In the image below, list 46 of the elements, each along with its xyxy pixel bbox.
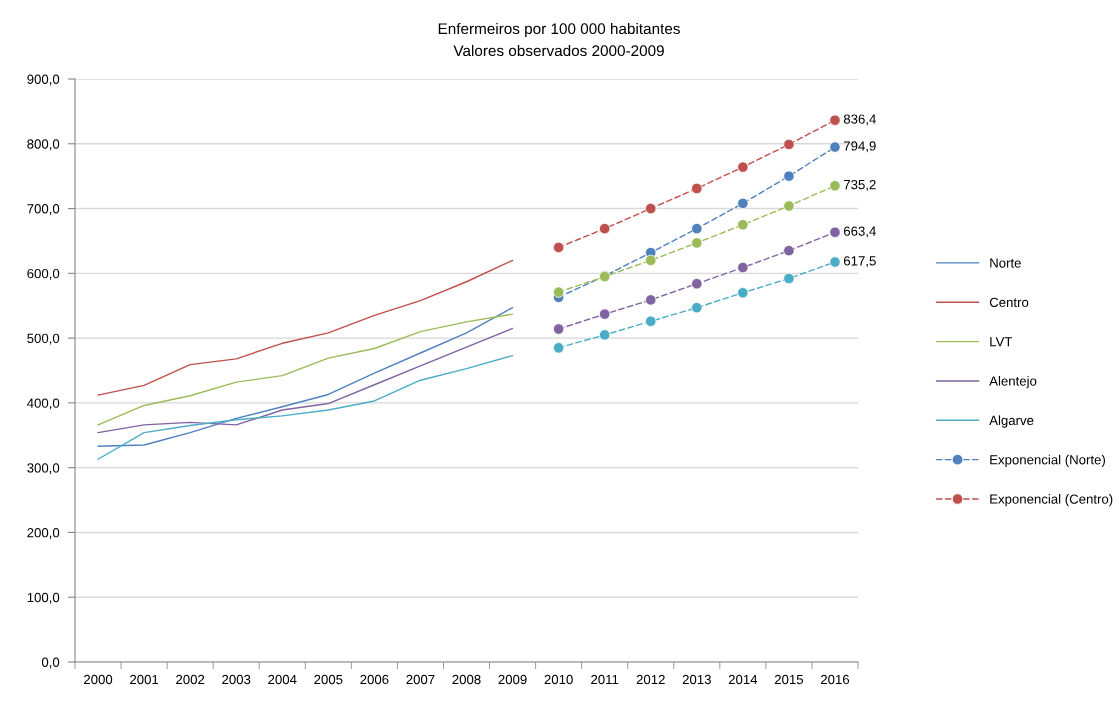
data-label: 617,5: [843, 256, 876, 268]
x-tick-label: 2000: [84, 674, 113, 685]
chart-subtitle: Valores observados 2000-2009: [453, 44, 664, 57]
y-tick-label: 800,0: [27, 139, 60, 151]
x-tick-label: 2005: [314, 674, 343, 685]
y-tick-label: 600,0: [27, 268, 60, 280]
y-tick-label: 900,0: [27, 74, 60, 86]
x-tick-label: 2011: [591, 674, 619, 685]
data-label: 663,4: [843, 226, 876, 238]
line-series: [97, 259, 514, 396]
line-series: [97, 313, 514, 426]
legend-label: LVT: [990, 337, 1013, 347]
legend-label: Norte: [990, 258, 1021, 268]
legend-label: Exponencial (Centro): [990, 494, 1113, 507]
y-tick-label: 400,0: [27, 398, 60, 410]
legend-label: Alentejo: [989, 376, 1037, 389]
x-tick-label: 2013: [682, 674, 711, 685]
legend-label: Centro: [989, 297, 1029, 308]
x-tick-label: 2014: [728, 674, 758, 685]
x-tick-label: 2009: [498, 674, 527, 685]
x-tick-label: 2002: [176, 674, 205, 685]
data-label: 794,9: [843, 141, 876, 153]
x-tick-label: 2003: [222, 674, 251, 685]
x-tick-label: 2016: [820, 674, 850, 685]
y-tick-label: 300,0: [27, 463, 60, 475]
line-series: [97, 354, 514, 460]
x-tick-label: 2015: [774, 674, 804, 685]
x-tick-label: 2010: [544, 674, 573, 685]
y-tick-label: 100,0: [27, 592, 60, 604]
legend-label: Algarve: [989, 415, 1034, 428]
x-tick-label: 2004: [268, 674, 297, 685]
data-label: 735,2: [843, 179, 876, 191]
data-label: 836,4: [843, 114, 876, 126]
line-series: [97, 327, 514, 434]
chart-title: Enfermeiros por 100 000 habitantes: [438, 22, 680, 38]
y-tick-label: 500,0: [27, 333, 60, 345]
x-tick-label: 2001: [130, 674, 159, 685]
x-tick-label: 2012: [636, 674, 665, 685]
y-tick-label: 700,0: [27, 204, 60, 216]
x-tick-label: 2007: [406, 674, 435, 685]
x-tick-label: 2008: [452, 674, 481, 685]
y-tick-label: 0,0: [41, 657, 60, 669]
x-tick-label: 2006: [360, 674, 389, 685]
legend-label: Exponencial (Norte): [990, 454, 1105, 468]
line-series: [97, 306, 514, 447]
y-tick-label: 200,0: [27, 528, 60, 539]
